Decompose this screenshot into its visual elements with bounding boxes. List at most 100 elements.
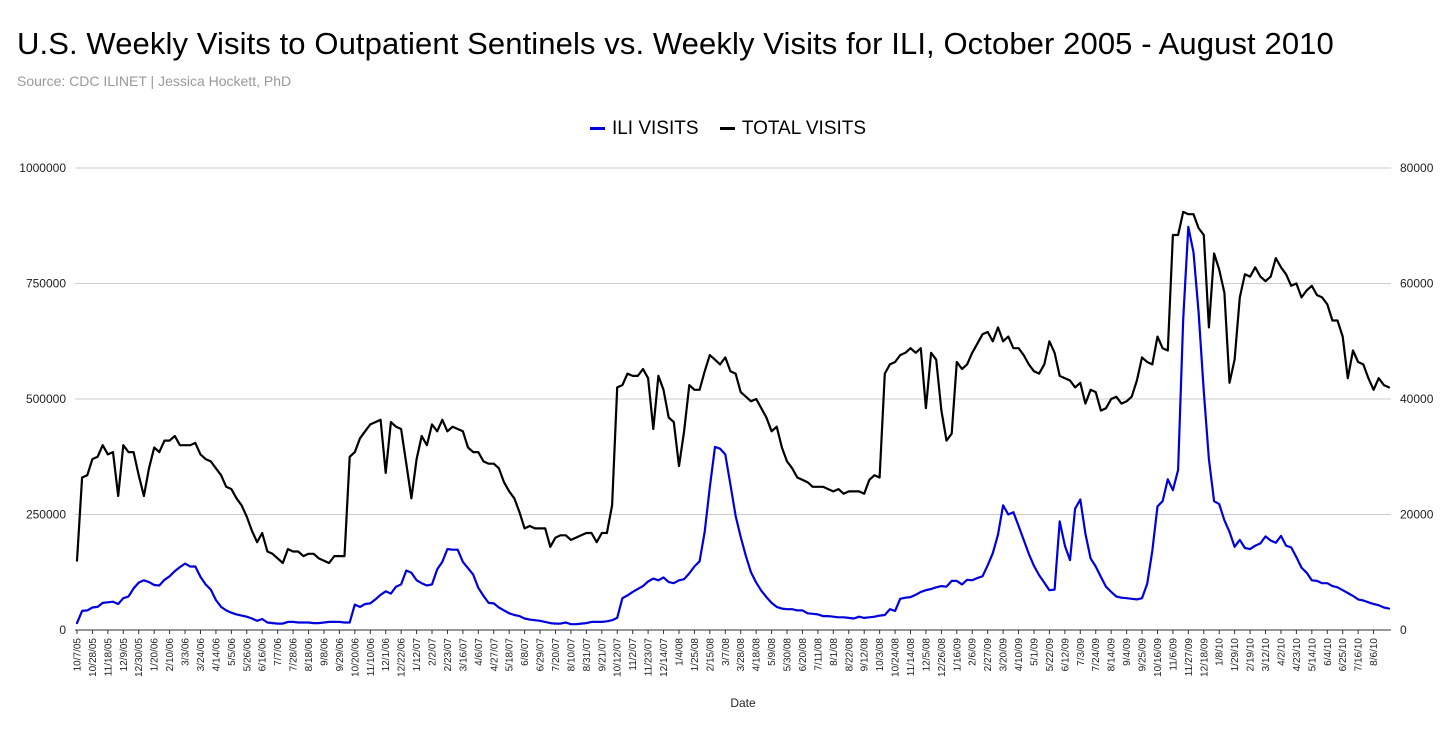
legend-swatch-ili bbox=[589, 127, 605, 130]
legend-item-ili-visits[interactable]: ILI VISITS bbox=[589, 118, 699, 140]
x-axis-tick-label: 8/1/08 bbox=[829, 638, 840, 666]
x-axis-tick-label: 5/14/10 bbox=[1307, 638, 1318, 672]
legend-label-total: TOTAL VISITS bbox=[741, 117, 867, 139]
x-axis-tick-label: 2/10/06 bbox=[165, 638, 176, 672]
right-axis-tick-label: 40000 bbox=[1400, 392, 1434, 406]
x-axis-tick-label: 6/8/07 bbox=[520, 638, 531, 666]
left-axis-tick-label: 0 bbox=[59, 623, 66, 637]
x-axis-tick-label: 6/25/10 bbox=[1338, 638, 1349, 672]
left-axis-tick-label: 1000000 bbox=[19, 161, 66, 175]
x-axis-tick-label: 11/14/08 bbox=[906, 638, 917, 677]
x-axis-tick-label: 7/24/09 bbox=[1091, 638, 1102, 672]
x-axis-tick-label: 12/18/09 bbox=[1199, 638, 1210, 677]
legend-swatch-total bbox=[719, 127, 735, 130]
x-axis-tick-label: 4/10/09 bbox=[1014, 638, 1025, 672]
x-axis-tick-label: 2/2/07 bbox=[428, 638, 439, 666]
x-axis-tick-label: 5/5/06 bbox=[227, 638, 238, 666]
x-axis-tick-label: 12/9/05 bbox=[119, 638, 130, 672]
left-axis-tick-label: 500000 bbox=[26, 392, 66, 406]
x-axis-tick-label: 8/6/10 bbox=[1369, 638, 1380, 666]
x-axis-tick-label: 4/23/10 bbox=[1292, 638, 1303, 672]
x-axis-tick-label: 9/25/09 bbox=[1138, 638, 1149, 672]
x-axis-tick-label: 7/7/06 bbox=[273, 638, 284, 666]
legend-item-total-visits[interactable]: TOTAL VISITS bbox=[719, 117, 867, 140]
left-axis-tick-label: 750000 bbox=[26, 277, 66, 291]
right-axis-tick-label: 80000 bbox=[1400, 161, 1434, 175]
x-axis-tick-label: 4/2/10 bbox=[1276, 638, 1287, 666]
series-line-total-visits bbox=[75, 210, 1391, 565]
x-axis-tick-label: 2/15/08 bbox=[705, 638, 716, 672]
x-axis-tick-label: 12/1/06 bbox=[381, 638, 392, 672]
x-axis-tick-label: 11/27/09 bbox=[1184, 638, 1195, 677]
x-axis-tick-label: 9/29/06 bbox=[335, 638, 346, 672]
x-axis-tick-label: 8/10/07 bbox=[566, 638, 577, 672]
x-axis-tick-label: 5/1/09 bbox=[1029, 638, 1040, 666]
x-axis-tick-label: 2/27/09 bbox=[983, 638, 994, 672]
x-axis-title: Date bbox=[730, 696, 756, 710]
x-axis-tick-label: 9/21/07 bbox=[597, 638, 608, 672]
x-axis-tick-label: 9/12/08 bbox=[860, 638, 871, 672]
x-axis-tick-label: 6/20/08 bbox=[798, 638, 809, 672]
x-axis-tick-label: 1/8/10 bbox=[1215, 638, 1226, 666]
x-axis-tick-label: 3/12/10 bbox=[1261, 638, 1272, 672]
chart-legend: ILI VISITS TOTAL VISITS bbox=[0, 114, 1456, 140]
x-axis-tick-label: 5/18/07 bbox=[505, 638, 516, 672]
x-axis-tick-label: 3/24/06 bbox=[196, 638, 207, 672]
x-axis-tick-label: 8/14/09 bbox=[1107, 638, 1118, 672]
x-axis-tick-label: 12/14/07 bbox=[659, 638, 670, 677]
x-axis-tick-label: 3/28/08 bbox=[736, 638, 747, 672]
x-axis-tick-label: 9/8/06 bbox=[319, 638, 330, 666]
series-line-ili-visits bbox=[75, 225, 1391, 626]
x-axis-tick-label: 11/18/05 bbox=[103, 638, 114, 677]
chart-subtitle: Source: CDC ILINET | Jessica Hockett, Ph… bbox=[17, 73, 292, 89]
x-axis-tick-label: 4/18/08 bbox=[752, 638, 763, 672]
right-axis-tick-label: 0 bbox=[1400, 623, 1407, 637]
x-axis-tick-label: 10/16/09 bbox=[1153, 638, 1164, 677]
left-axis-tick-label: 250000 bbox=[26, 508, 66, 522]
x-axis-tick-label: 3/16/07 bbox=[458, 638, 469, 672]
x-axis-tick-label: 3/7/08 bbox=[721, 638, 732, 666]
x-axis-tick-label: 7/3/09 bbox=[1076, 638, 1087, 666]
x-axis-tick-label: 10/24/08 bbox=[891, 638, 902, 677]
x-axis-tick-label: 2/6/09 bbox=[968, 638, 979, 666]
x-axis-tick-label: 2/23/07 bbox=[443, 638, 454, 672]
x-axis-tick-label: 1/12/07 bbox=[412, 638, 423, 672]
x-axis-tick-label: 11/10/06 bbox=[366, 638, 377, 677]
x-axis-tick-label: 8/31/07 bbox=[582, 638, 593, 672]
x-axis-tick-label: 7/16/10 bbox=[1354, 638, 1365, 672]
x-axis-tick-label: 1/4/08 bbox=[674, 638, 685, 666]
x-axis-tick-label: 6/29/07 bbox=[536, 638, 547, 672]
x-axis-tick-label: 9/4/09 bbox=[1122, 638, 1133, 666]
x-axis-tick-label: 1/29/10 bbox=[1230, 638, 1241, 672]
x-axis-tick-label: 10/28/05 bbox=[88, 638, 99, 677]
x-axis-tick-label: 8/18/06 bbox=[304, 638, 315, 672]
x-axis-tick-label: 5/26/06 bbox=[242, 638, 253, 672]
x-axis-tick-label: 5/22/09 bbox=[1045, 638, 1056, 672]
x-axis-tick-label: 3/3/06 bbox=[181, 638, 192, 666]
x-axis-ticks: 10/7/05 10/28/05 11/18/05 12/9/05 12/30/05 1/… bbox=[73, 630, 1380, 677]
x-axis-tick-label: 3/20/09 bbox=[999, 638, 1010, 672]
x-axis-tick-label: 5/9/08 bbox=[767, 638, 778, 666]
x-axis-tick-label: 12/22/06 bbox=[397, 638, 408, 677]
x-axis-tick-label: 6/12/09 bbox=[1060, 638, 1071, 672]
x-axis-tick-label: 1/25/08 bbox=[690, 638, 701, 672]
x-axis-tick-label: 2/19/10 bbox=[1246, 638, 1257, 672]
x-axis-tick-label: 10/12/07 bbox=[613, 638, 624, 677]
x-axis-tick-label: 6/4/10 bbox=[1323, 638, 1334, 666]
x-axis-tick-label: 11/2/07 bbox=[628, 638, 639, 671]
x-axis-tick-label: 5/30/08 bbox=[783, 638, 794, 672]
x-axis-tick-label: 7/28/06 bbox=[289, 638, 300, 672]
x-axis-tick-label: 1/20/06 bbox=[150, 638, 161, 672]
right-axis-tick-label: 20000 bbox=[1400, 508, 1434, 522]
x-axis-tick-label: 7/20/07 bbox=[551, 638, 562, 672]
x-axis-tick-label: 10/3/08 bbox=[875, 638, 886, 672]
right-axis-tick-label: 60000 bbox=[1400, 277, 1434, 291]
gridlines bbox=[75, 167, 1391, 631]
x-axis-tick-label: 8/22/08 bbox=[844, 638, 855, 672]
x-axis-tick-label: 10/20/06 bbox=[350, 638, 361, 677]
x-axis-tick-label: 4/6/07 bbox=[474, 638, 485, 666]
x-axis-tick-label: 1/16/09 bbox=[952, 638, 963, 672]
x-axis-tick-label: 4/14/06 bbox=[211, 638, 222, 672]
x-axis-tick-label: 7/11/08 bbox=[813, 638, 824, 671]
